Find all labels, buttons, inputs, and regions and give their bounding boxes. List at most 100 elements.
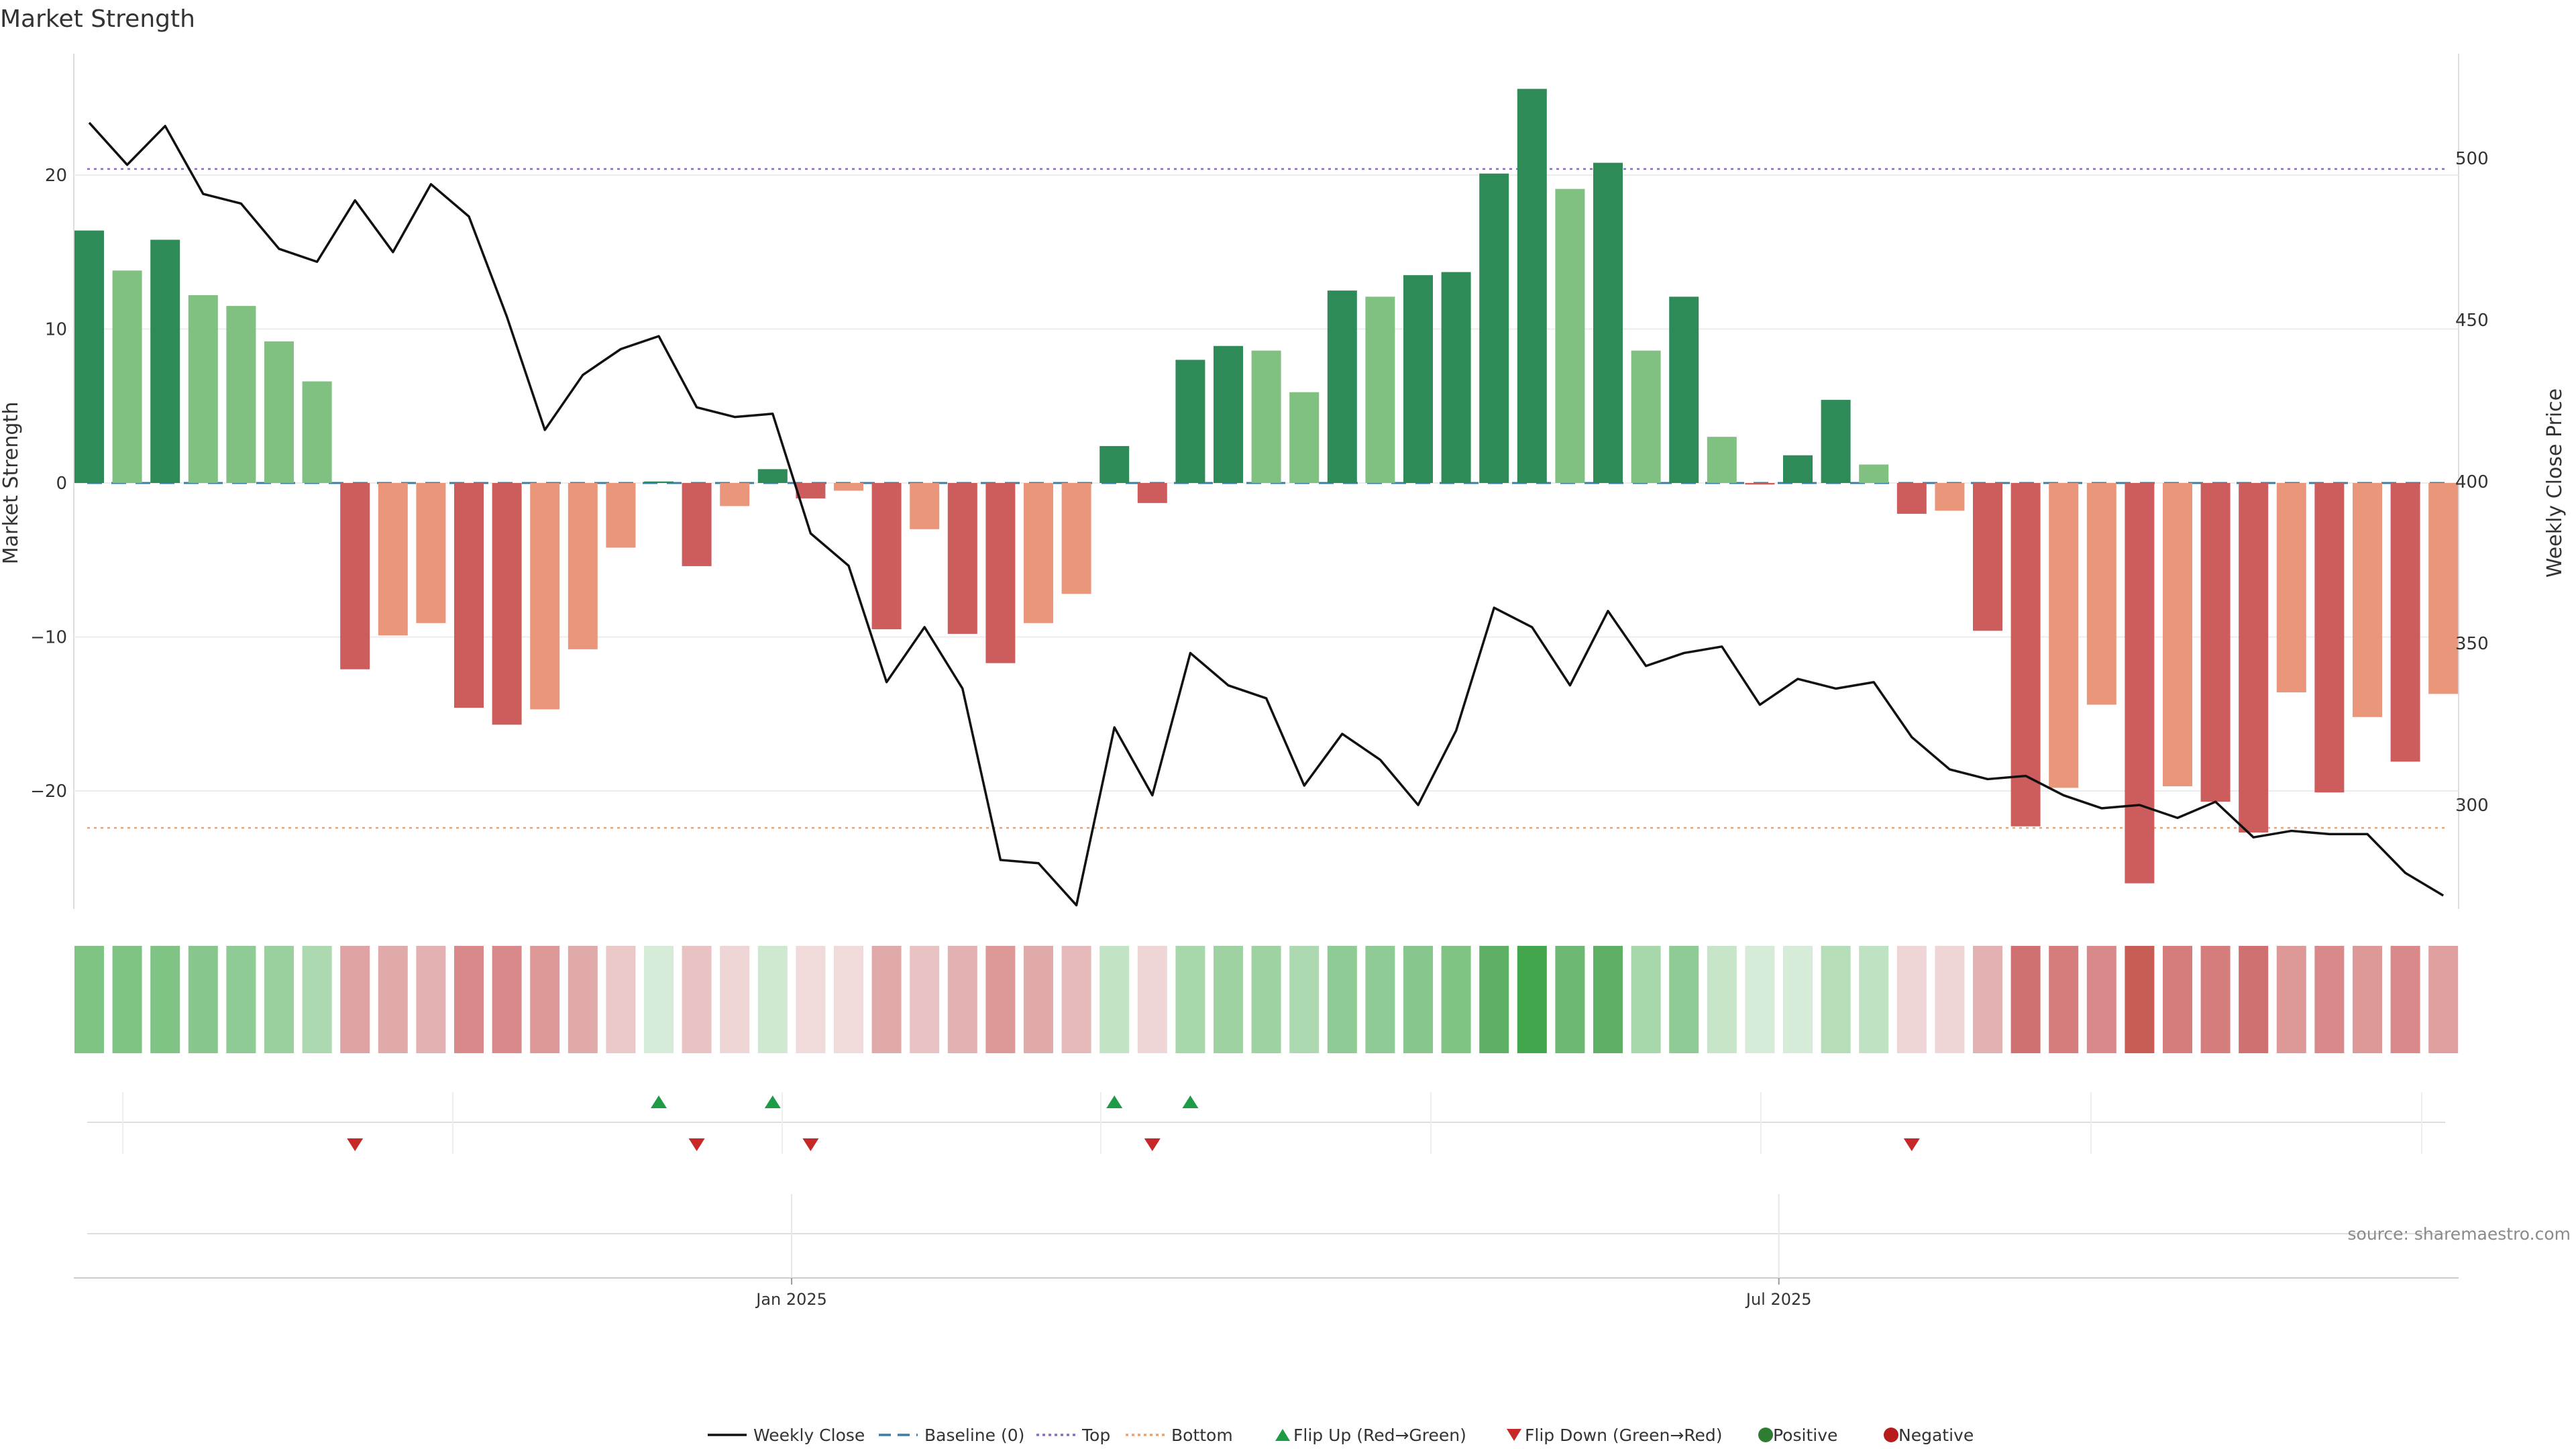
heat-cell	[1745, 946, 1775, 1053]
heat-cell	[1479, 946, 1509, 1053]
heat-cell	[302, 946, 332, 1053]
strength-bar	[1327, 290, 1357, 483]
heat-cell	[1707, 946, 1737, 1053]
heat-cell	[568, 946, 598, 1053]
strength-bar	[1555, 189, 1585, 483]
legend-label: Bottom	[1171, 1426, 1233, 1445]
legend-item: Flip Up (Red→Green)	[1275, 1426, 1466, 1445]
strength-bar	[2163, 483, 2192, 787]
chart-title: Market Strength	[0, 5, 195, 33]
heat-cell	[1137, 946, 1167, 1053]
strength-bar	[188, 295, 218, 483]
strength-bar	[2086, 483, 2116, 705]
heat-cell	[834, 946, 863, 1053]
legend-label: Baseline (0)	[924, 1426, 1024, 1445]
strength-bar	[985, 483, 1016, 663]
legend-item: Bottom	[1126, 1426, 1233, 1445]
heat-cell	[1024, 946, 1053, 1053]
strength-bar	[1896, 483, 1927, 514]
heat-cell	[2200, 946, 2231, 1053]
heat-cell	[1289, 946, 1320, 1053]
heat-cell	[454, 946, 484, 1053]
strength-bar	[947, 483, 977, 634]
strength-bar	[74, 230, 104, 483]
strength-bar	[1403, 275, 1433, 483]
strength-heat-strip	[74, 946, 2459, 1053]
y-axis-label-right: Weekly Close Price	[2543, 388, 2567, 578]
flip-up-marker	[1182, 1095, 1199, 1108]
flip-up-marker	[651, 1095, 667, 1108]
legend-label: Weekly Close	[753, 1426, 865, 1445]
legend-item: Flip Down (Green→Red)	[1507, 1426, 1723, 1445]
strength-bar	[1631, 350, 1661, 483]
strength-bar	[2353, 483, 2382, 717]
heat-cell	[1821, 946, 1851, 1053]
strength-bar	[226, 306, 256, 483]
strength-bar	[1214, 345, 1243, 483]
strength-bar	[1441, 272, 1471, 483]
strength-bar	[644, 481, 674, 483]
heat-cell	[606, 946, 636, 1053]
strength-bar	[2125, 483, 2155, 883]
heat-cell	[985, 946, 1016, 1053]
heat-cell	[1441, 946, 1471, 1053]
legend-label: Positive	[1773, 1426, 1837, 1445]
flip-down-marker	[1144, 1138, 1161, 1151]
heat-cell	[188, 946, 218, 1053]
legend-flip-up-icon	[1275, 1429, 1290, 1441]
heat-cell	[947, 946, 977, 1053]
heat-cell	[2314, 946, 2345, 1053]
y-tick-label-left: 0	[56, 474, 67, 494]
flip-down-marker	[1903, 1138, 1920, 1151]
source-note: source: sharemaestro.com	[2348, 1224, 2571, 1244]
legend: Weekly Close Baseline (0) Top Bottom Flip Up…	[708, 1426, 1974, 1445]
legend-item: Weekly Close	[708, 1426, 865, 1445]
x-tick-label: Jul 2025	[1745, 1290, 1812, 1309]
strength-bar	[1251, 350, 1281, 483]
heat-cell	[264, 946, 294, 1053]
y-tick-label-left: 20	[45, 166, 67, 186]
strength-bar	[1175, 360, 1205, 483]
strength-bar	[1289, 392, 1320, 483]
strength-bar	[302, 381, 332, 483]
legend-dot-icon	[1884, 1428, 1898, 1442]
strength-bar	[150, 239, 180, 483]
heat-cell	[74, 946, 104, 1053]
strength-bar	[720, 483, 750, 506]
y-tick-label-left: 10	[45, 320, 67, 340]
heat-cell	[112, 946, 142, 1053]
heat-cell	[644, 946, 674, 1053]
strength-bar	[2239, 483, 2269, 833]
heat-cell	[1517, 946, 1547, 1053]
legend-label: Flip Down (Green→Red)	[1525, 1426, 1723, 1445]
strength-bar	[1859, 464, 1889, 483]
strength-bar	[834, 483, 863, 491]
heat-cell	[2086, 946, 2116, 1053]
strength-bar	[416, 483, 446, 623]
strength-bar	[1745, 483, 1775, 485]
y-tick-label-left: −20	[30, 782, 67, 802]
legend-label: Top	[1081, 1426, 1110, 1445]
strength-bar	[2049, 483, 2079, 788]
heat-cell	[2276, 946, 2306, 1053]
strength-bar	[1024, 483, 1053, 623]
heat-cell	[2163, 946, 2192, 1053]
strength-bar	[1061, 483, 1091, 594]
flip-up-marker	[764, 1095, 781, 1108]
strength-bar	[1707, 437, 1737, 483]
strength-bar	[340, 483, 370, 669]
strength-bar	[910, 483, 940, 529]
heat-cell	[2353, 946, 2382, 1053]
strength-bar	[1935, 483, 1965, 511]
strength-bar	[1821, 400, 1851, 483]
heat-cell	[530, 946, 560, 1053]
heat-cell	[1896, 946, 1927, 1053]
y-tick-label-right: 300	[2455, 796, 2489, 816]
strength-bar	[2276, 483, 2306, 693]
heat-cell	[1251, 946, 1281, 1053]
y-tick-label-left: −10	[30, 628, 67, 648]
weekly-close-line	[88, 121, 2445, 907]
strength-bars	[74, 89, 2459, 883]
strength-bar	[871, 483, 902, 630]
strength-bar	[1099, 445, 1130, 483]
